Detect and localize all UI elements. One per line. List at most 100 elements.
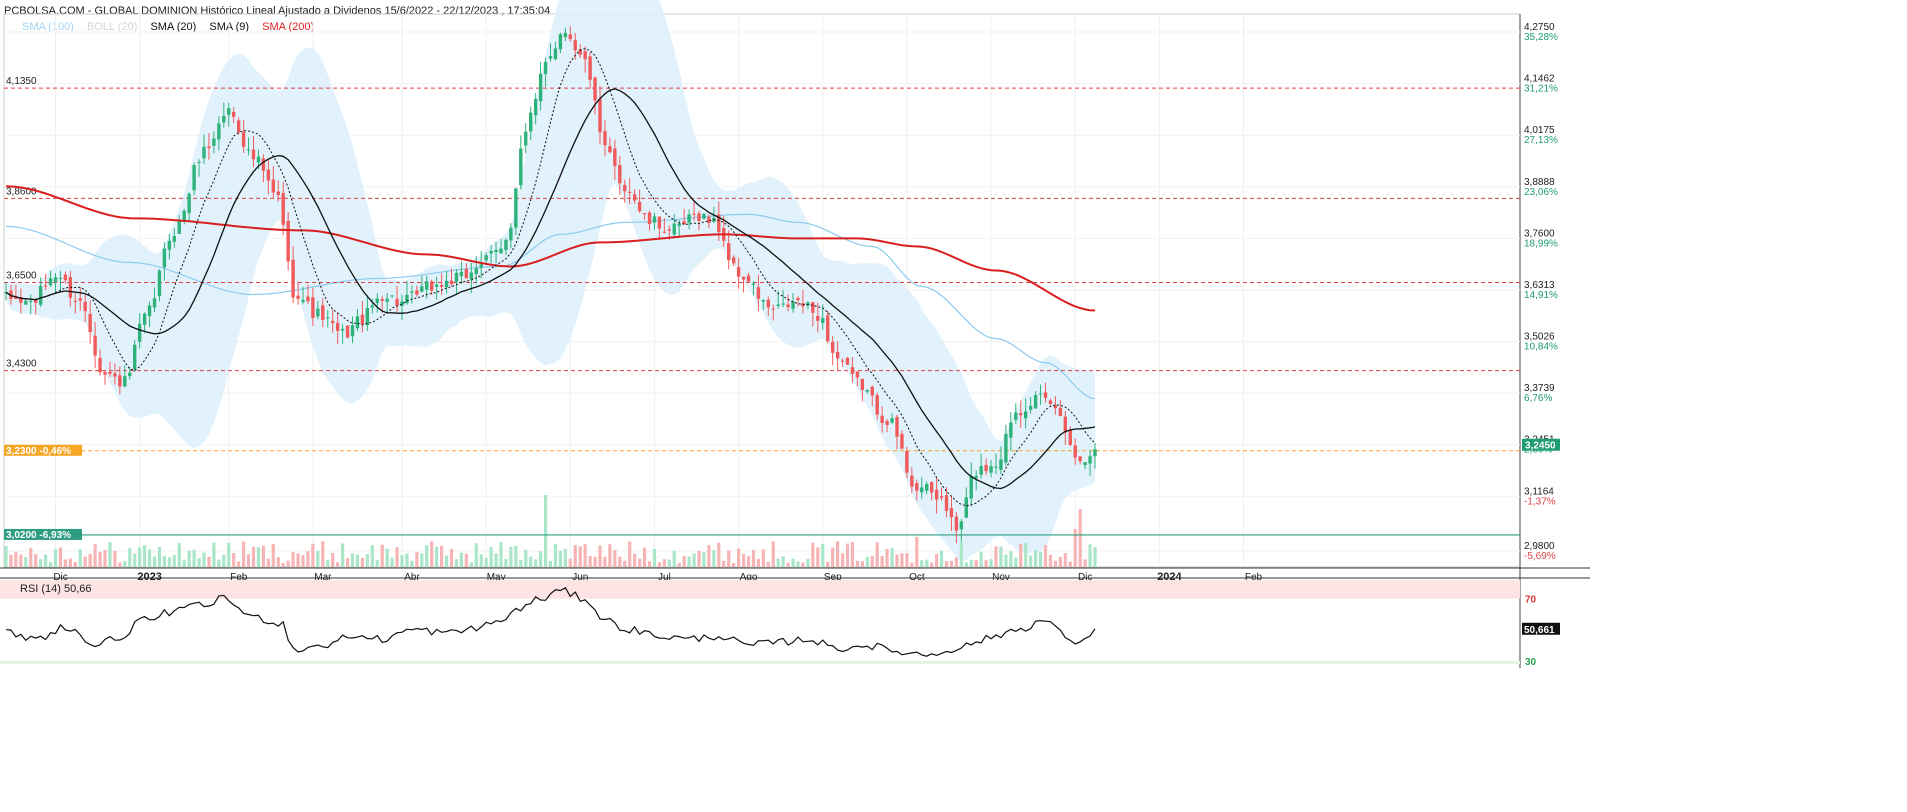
volume-bar — [999, 546, 1003, 567]
candle-body — [420, 286, 424, 292]
candle-body — [53, 277, 58, 282]
candle-body — [771, 308, 775, 310]
candle-body — [73, 300, 77, 302]
candle-body — [19, 297, 23, 303]
volume-bar — [751, 549, 756, 567]
volume-bar — [791, 558, 795, 567]
candle-body — [598, 99, 602, 133]
volume-bar — [944, 561, 949, 567]
volume-bar — [816, 547, 820, 567]
volume-bar — [14, 551, 18, 567]
volume-bar — [440, 545, 444, 567]
volume-bar — [88, 554, 92, 567]
volume-bar — [227, 542, 231, 567]
candle-body — [662, 231, 667, 233]
candle-body — [58, 277, 63, 279]
candle-body — [256, 156, 261, 163]
candle-body — [212, 138, 216, 146]
candle-body — [222, 115, 226, 123]
volume-bar — [524, 549, 528, 567]
level-label: 3,6500 — [6, 270, 37, 281]
candle-body — [796, 298, 800, 301]
volume-bar — [143, 545, 147, 567]
legend-boll20[interactable]: BOLL (20) — [87, 21, 138, 33]
legend-sma200[interactable]: SMA (200) — [262, 21, 315, 33]
candle-body — [934, 489, 939, 500]
volume-bar — [494, 553, 498, 567]
rsi-value-text: 50,661 — [1524, 625, 1555, 636]
volume-bar — [915, 537, 919, 567]
candle-body — [296, 295, 300, 299]
candle-body — [667, 229, 671, 231]
legend-sma100[interactable]: SMA (100) — [22, 21, 74, 33]
volume-bar — [464, 553, 468, 567]
volume-bar — [489, 546, 493, 567]
candle-body — [697, 213, 701, 222]
candle-body — [573, 40, 577, 51]
volume-bar — [885, 548, 889, 567]
candle-body — [880, 415, 884, 424]
level-label: 3,4300 — [6, 359, 37, 370]
y-tick-price: 4,0175 — [1524, 125, 1555, 136]
volume-bar — [350, 553, 355, 567]
volume-bar — [613, 549, 617, 567]
volume-bar — [479, 554, 483, 567]
volume-bar — [756, 558, 760, 567]
candle-body — [261, 158, 266, 171]
sma200-line — [5, 185, 1096, 312]
legend-sma20[interactable]: SMA (20) — [150, 21, 197, 33]
sma100-path — [5, 213, 1096, 400]
y-tick-percent: 18,99% — [1524, 238, 1558, 249]
candle-body — [826, 315, 830, 342]
volume-bar — [380, 544, 384, 567]
candle-body — [969, 475, 973, 499]
candle-body — [860, 378, 865, 390]
candle-body — [479, 264, 483, 268]
candle-body — [434, 284, 439, 287]
current-level-badge — [4, 444, 82, 456]
volume-bar — [811, 542, 815, 567]
candle-body — [910, 475, 914, 487]
candle-body — [632, 194, 637, 201]
indicator-legend: SMA (100) BOLL (20) SMA (20) SMA (9) SMA… — [22, 21, 324, 33]
y-tick-percent: 14,91% — [1524, 290, 1558, 301]
candle-body — [1009, 422, 1013, 438]
candle-body — [1083, 462, 1087, 466]
y-tick-price: 3,3739 — [1524, 383, 1555, 394]
volume-bar — [4, 546, 8, 567]
volume-bar — [558, 550, 562, 567]
candle-body — [375, 298, 379, 304]
candle-body — [900, 433, 904, 449]
volume-bar — [242, 541, 246, 567]
volume-bar — [202, 552, 206, 567]
candle-body — [751, 283, 756, 285]
candle-body — [682, 221, 686, 225]
candle-body — [974, 475, 978, 479]
volume-bar — [128, 547, 132, 567]
candle-body — [197, 161, 201, 163]
volume-bar — [395, 547, 399, 567]
candle-body — [984, 464, 988, 472]
candle-body — [370, 305, 374, 308]
volume-bar — [53, 548, 58, 567]
volume-bar — [737, 548, 741, 567]
volume-bar — [405, 553, 409, 567]
y-tick-percent: 6,76% — [1524, 393, 1552, 404]
candle-body — [281, 192, 285, 225]
volume-bar — [1088, 544, 1092, 567]
volume-bar — [548, 560, 553, 567]
y-tick-price: 4,1462 — [1524, 74, 1555, 85]
volume-bar — [712, 550, 716, 567]
candle-body — [24, 300, 28, 305]
candle-body — [875, 395, 879, 415]
candle-body — [766, 299, 770, 308]
candle-body — [469, 272, 473, 280]
volume-bar — [638, 558, 642, 567]
volume-bar — [573, 545, 577, 567]
candle-body — [246, 149, 251, 151]
candle-body — [786, 304, 790, 308]
volume-bar — [682, 555, 686, 567]
volume-bar — [1078, 509, 1082, 567]
candle-body — [613, 148, 617, 167]
